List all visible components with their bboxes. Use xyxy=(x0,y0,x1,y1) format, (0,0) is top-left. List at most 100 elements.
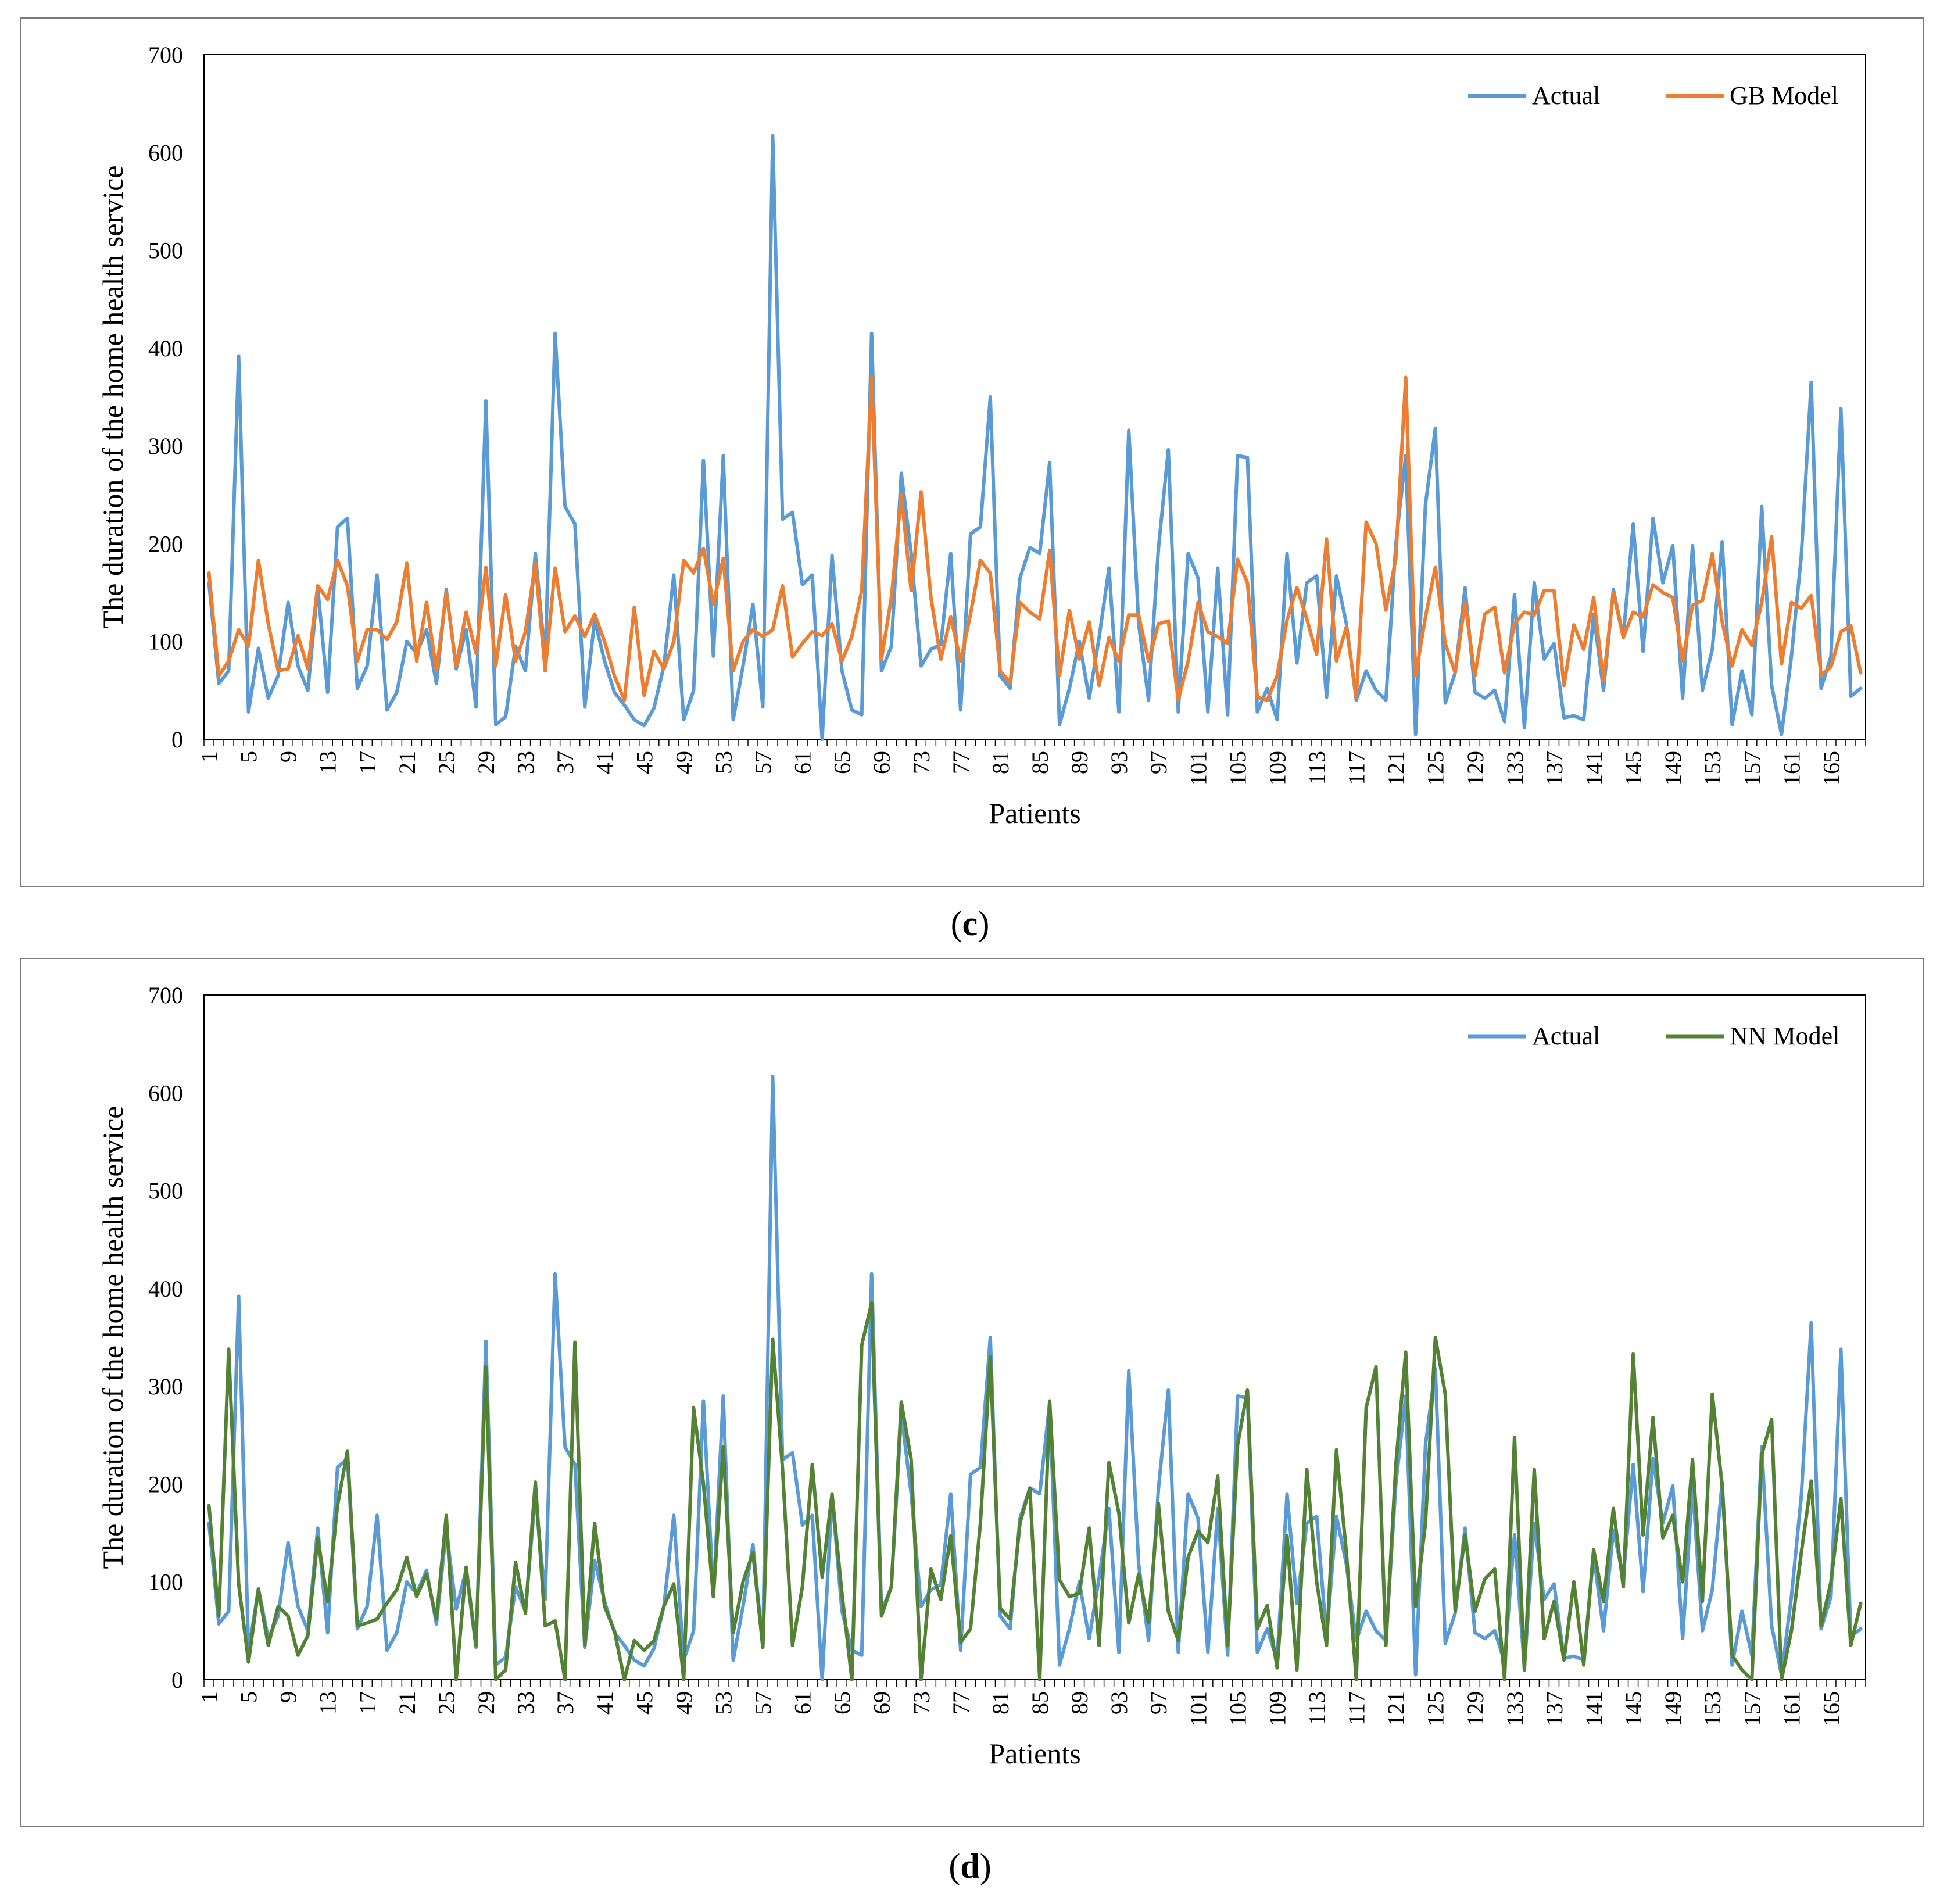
y-tick-label: 600 xyxy=(148,139,183,166)
x-tick-label: 17 xyxy=(355,1691,381,1715)
x-tick-label: 157 xyxy=(1739,751,1765,786)
x-tick-label: 49 xyxy=(671,751,697,774)
x-tick-label: 117 xyxy=(1344,751,1370,785)
x-tick-label: 21 xyxy=(394,1691,420,1715)
x-tick-label: 41 xyxy=(592,1691,618,1715)
x-tick-label: 57 xyxy=(750,751,776,774)
x-tick-label: 129 xyxy=(1462,751,1488,786)
panel-caption-letter: d xyxy=(960,1847,980,1885)
x-tick-label: 65 xyxy=(829,751,856,774)
y-tick-label: 200 xyxy=(148,531,183,557)
y-tick-label: 700 xyxy=(148,42,183,68)
x-tick-label: 85 xyxy=(1027,751,1053,774)
x-tick-label: 73 xyxy=(908,751,935,774)
x-tick-label: 49 xyxy=(671,1691,697,1715)
x-tick-label: 113 xyxy=(1304,1691,1330,1726)
x-tick-label: 33 xyxy=(513,1691,539,1715)
x-tick-label: 81 xyxy=(987,1691,1014,1715)
x-tick-label: 117 xyxy=(1344,1691,1370,1726)
x-tick-label: 9 xyxy=(275,751,302,763)
legend-label: Actual xyxy=(1532,1022,1600,1050)
x-tick-label: 133 xyxy=(1502,751,1528,786)
y-tick-label: 500 xyxy=(148,238,183,264)
x-tick-label: 1 xyxy=(196,1691,223,1703)
x-tick-label: 1 xyxy=(196,751,223,763)
panel-caption-letter: c xyxy=(962,904,978,943)
y-tick-label: 700 xyxy=(148,982,183,1008)
x-tick-label: 121 xyxy=(1383,751,1409,786)
x-tick-label: 37 xyxy=(552,1691,578,1715)
x-tick-label: 37 xyxy=(552,751,578,774)
x-tick-label: 13 xyxy=(315,751,341,774)
y-tick-label: 0 xyxy=(171,726,183,753)
x-tick-label: 89 xyxy=(1066,1691,1093,1715)
x-tick-label: 105 xyxy=(1225,1691,1251,1726)
x-tick-label: 109 xyxy=(1264,1691,1290,1726)
x-tick-label: 89 xyxy=(1066,751,1093,774)
x-tick-label: 25 xyxy=(434,751,460,774)
x-tick-label: 53 xyxy=(710,751,736,774)
x-tick-label: 77 xyxy=(948,1691,974,1715)
x-tick-label: 77 xyxy=(948,751,974,774)
x-tick-label: 153 xyxy=(1699,751,1726,786)
x-tick-label: 125 xyxy=(1423,1691,1449,1726)
x-tick-label: 73 xyxy=(908,1691,935,1715)
x-tick-label: 93 xyxy=(1106,1691,1132,1715)
series-line-nn-model xyxy=(207,1301,1863,1681)
x-tick-label: 93 xyxy=(1106,751,1132,774)
x-tick-label: 165 xyxy=(1818,1691,1844,1726)
x-tick-label: 133 xyxy=(1502,1691,1528,1726)
series-line-actual xyxy=(207,134,1863,741)
y-tick-label: 200 xyxy=(148,1471,183,1497)
x-tick-label: 129 xyxy=(1462,1691,1488,1726)
x-tick-label: 69 xyxy=(869,1691,895,1715)
chart-panel-d: 0 100 200 300 400 500 600 700 1 5 9 13 17 21 25 29 33 37 4… xyxy=(20,958,1924,1827)
x-tick-label: 5 xyxy=(236,1691,262,1703)
x-tick-label: 45 xyxy=(631,1691,657,1715)
x-tick-label: 13 xyxy=(315,1691,341,1715)
y-tick-label: 300 xyxy=(148,433,183,459)
x-tick-label: 149 xyxy=(1660,1691,1686,1726)
x-tick-label: 41 xyxy=(592,751,618,774)
y-tick-label: 100 xyxy=(148,1569,183,1595)
x-tick-label: 57 xyxy=(750,1691,776,1715)
x-tick-label: 81 xyxy=(987,751,1014,774)
x-tick-label: 105 xyxy=(1225,751,1251,786)
x-tick-label: 145 xyxy=(1620,1691,1647,1726)
y-tick-label: 400 xyxy=(148,335,183,362)
x-tick-label: 17 xyxy=(355,751,381,774)
x-tick-label: 65 xyxy=(829,1691,856,1715)
legend-label: Actual xyxy=(1532,81,1600,110)
x-tick-label: 25 xyxy=(434,1691,460,1715)
x-tick-label: 29 xyxy=(473,1691,499,1715)
series-line-gb-model xyxy=(207,375,1863,702)
x-tick-label: 121 xyxy=(1383,1691,1409,1726)
legend-label: GB Model xyxy=(1730,81,1838,110)
x-tick-label: 113 xyxy=(1304,751,1330,785)
panel-caption-d: (d) xyxy=(948,1847,992,1885)
x-tick-label: 145 xyxy=(1620,751,1647,786)
y-tick-label: 600 xyxy=(148,1080,183,1106)
x-tick-label: 161 xyxy=(1778,1691,1805,1726)
y-tick-label: 300 xyxy=(148,1373,183,1400)
line-chart-c: 0 100 200 300 400 500 600 700 1 5 9 13 17 21 25 29 33 37 4… xyxy=(96,42,1866,829)
x-tick-label: 141 xyxy=(1581,1691,1607,1726)
x-tick-label: 45 xyxy=(631,751,657,774)
x-tick-label: 125 xyxy=(1423,751,1449,786)
x-tick-label: 53 xyxy=(710,1691,736,1715)
x-tick-label: 85 xyxy=(1027,1691,1053,1715)
x-tick-label: 157 xyxy=(1739,1691,1765,1726)
x-tick-label: 165 xyxy=(1818,751,1844,786)
x-tick-label: 97 xyxy=(1146,1691,1172,1715)
x-tick-label: 149 xyxy=(1660,751,1686,786)
x-tick-label: 21 xyxy=(394,751,420,774)
y-tick-label: 500 xyxy=(148,1178,183,1204)
y-axis-title: The duration of the home health service xyxy=(96,166,129,629)
line-chart-d: 0 100 200 300 400 500 600 700 1 5 9 13 17 21 25 29 33 37 4… xyxy=(96,982,1866,1770)
x-tick-label: 153 xyxy=(1699,1691,1726,1726)
x-tick-label: 33 xyxy=(513,751,539,774)
x-tick-label: 97 xyxy=(1146,751,1172,774)
x-tick-label: 141 xyxy=(1581,751,1607,786)
x-tick-label: 137 xyxy=(1541,1691,1567,1726)
x-axis-title: Patients xyxy=(989,1737,1080,1770)
